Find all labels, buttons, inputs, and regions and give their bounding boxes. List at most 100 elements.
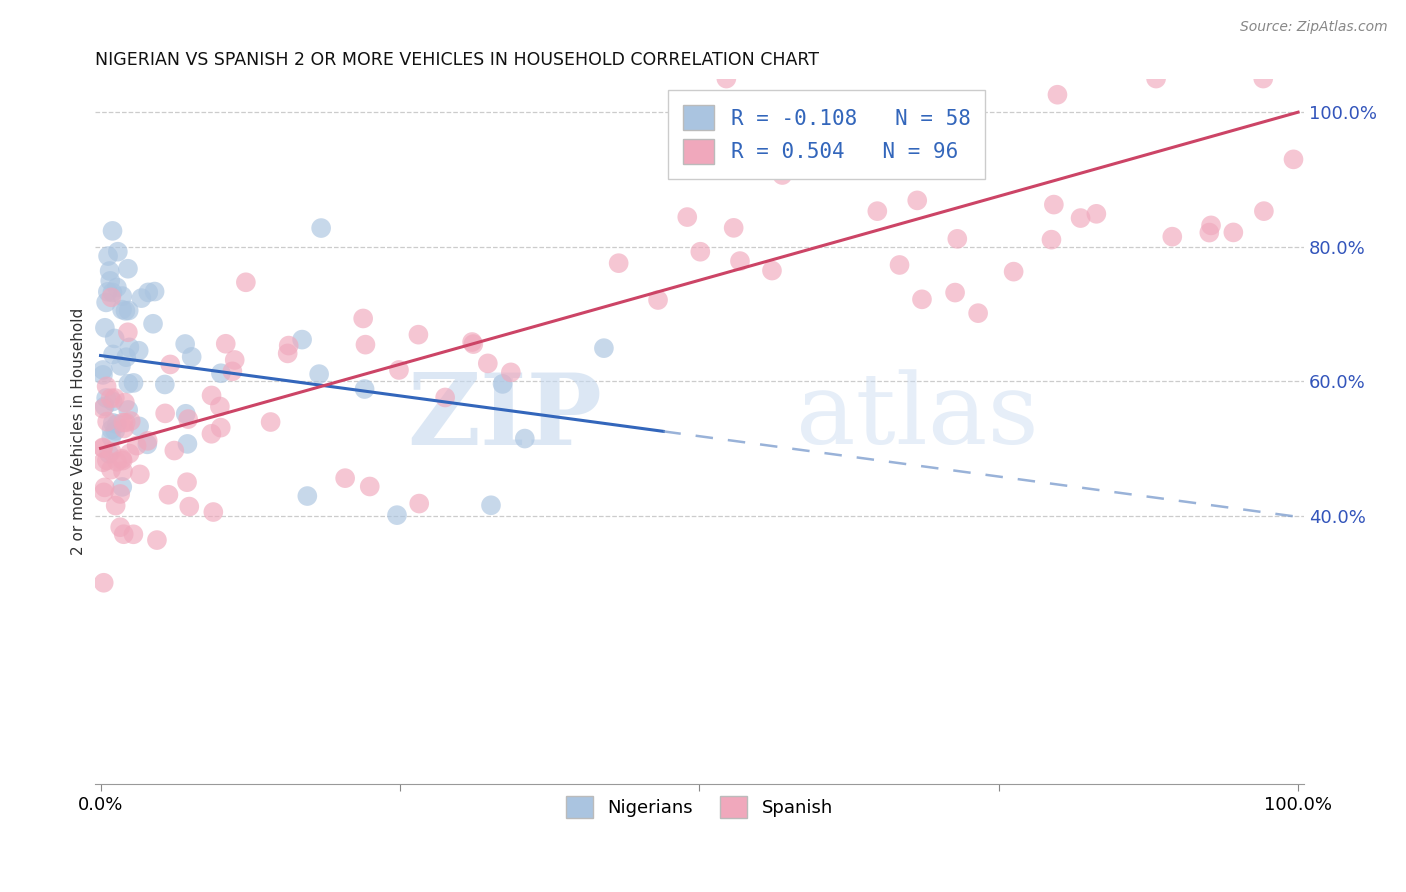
Point — [200, 426, 222, 441]
Legend: Nigerians, Spanish: Nigerians, Spanish — [558, 789, 839, 825]
Point — [333, 471, 356, 485]
Point — [112, 527, 135, 541]
Point — [163, 443, 186, 458]
Point — [1002, 265, 1025, 279]
Point — [120, 414, 142, 428]
Point — [180, 350, 202, 364]
Point — [105, 280, 128, 294]
Point — [297, 489, 319, 503]
Point — [308, 367, 330, 381]
Point — [118, 340, 141, 354]
Point — [354, 337, 377, 351]
Point — [101, 285, 124, 300]
Point — [117, 403, 139, 417]
Point — [291, 333, 314, 347]
Point — [100, 463, 122, 477]
Point — [1251, 71, 1274, 86]
Point — [128, 419, 150, 434]
Point — [91, 401, 114, 416]
Point — [111, 453, 134, 467]
Point — [112, 416, 135, 430]
Point — [967, 306, 990, 320]
Point — [499, 365, 522, 379]
Point — [1070, 211, 1092, 225]
Point — [115, 350, 138, 364]
Point — [770, 168, 793, 182]
Point — [513, 432, 536, 446]
Point — [477, 356, 499, 370]
Point — [142, 317, 165, 331]
Point — [259, 415, 281, 429]
Point — [101, 224, 124, 238]
Point — [122, 376, 145, 390]
Point — [100, 391, 122, 405]
Point — [309, 221, 332, 235]
Point — [1043, 197, 1066, 211]
Point — [98, 274, 121, 288]
Text: NIGERIAN VS SPANISH 2 OR MORE VEHICLES IN HOUSEHOLD CORRELATION CHART: NIGERIAN VS SPANISH 2 OR MORE VEHICLES I… — [94, 51, 818, 69]
Point — [176, 475, 198, 490]
Point — [277, 346, 299, 360]
Point — [125, 439, 148, 453]
Point — [94, 320, 117, 334]
Point — [111, 480, 134, 494]
Point — [93, 480, 115, 494]
Point — [146, 533, 169, 547]
Point — [111, 289, 134, 303]
Point — [117, 376, 139, 391]
Point — [463, 337, 485, 351]
Point — [94, 295, 117, 310]
Point — [235, 275, 257, 289]
Point — [117, 261, 139, 276]
Point — [179, 500, 201, 514]
Point — [215, 336, 238, 351]
Point — [388, 363, 411, 377]
Point — [107, 244, 129, 259]
Point — [114, 303, 136, 318]
Point — [408, 327, 430, 342]
Point — [491, 376, 513, 391]
Y-axis label: 2 or more Vehicles in Household: 2 or more Vehicles in Household — [72, 308, 86, 555]
Point — [136, 434, 159, 448]
Point — [108, 520, 131, 534]
Point — [91, 441, 114, 455]
Point — [352, 311, 374, 326]
Point — [91, 368, 114, 382]
Point — [889, 258, 911, 272]
Point — [177, 412, 200, 426]
Point — [176, 437, 198, 451]
Point — [905, 194, 928, 208]
Point — [1253, 204, 1275, 219]
Point — [209, 366, 232, 380]
Point — [1198, 226, 1220, 240]
Point — [98, 264, 121, 278]
Point — [221, 364, 243, 378]
Point — [946, 232, 969, 246]
Point — [174, 407, 197, 421]
Point — [359, 479, 381, 493]
Point — [101, 394, 124, 409]
Point — [93, 400, 115, 414]
Point — [136, 437, 159, 451]
Point — [153, 377, 176, 392]
Point — [96, 415, 118, 429]
Point — [461, 334, 484, 349]
Point — [676, 210, 699, 224]
Point — [97, 249, 120, 263]
Point — [689, 244, 711, 259]
Point — [100, 290, 122, 304]
Point — [607, 256, 630, 270]
Point — [117, 325, 139, 339]
Point — [111, 302, 134, 317]
Point — [1222, 226, 1244, 240]
Point — [408, 497, 430, 511]
Text: atlas: atlas — [796, 369, 1039, 466]
Point — [104, 391, 127, 405]
Point — [110, 487, 132, 501]
Point — [128, 343, 150, 358]
Point — [118, 303, 141, 318]
Point — [1085, 207, 1108, 221]
Point — [97, 285, 120, 299]
Point — [111, 464, 134, 478]
Point — [110, 359, 132, 373]
